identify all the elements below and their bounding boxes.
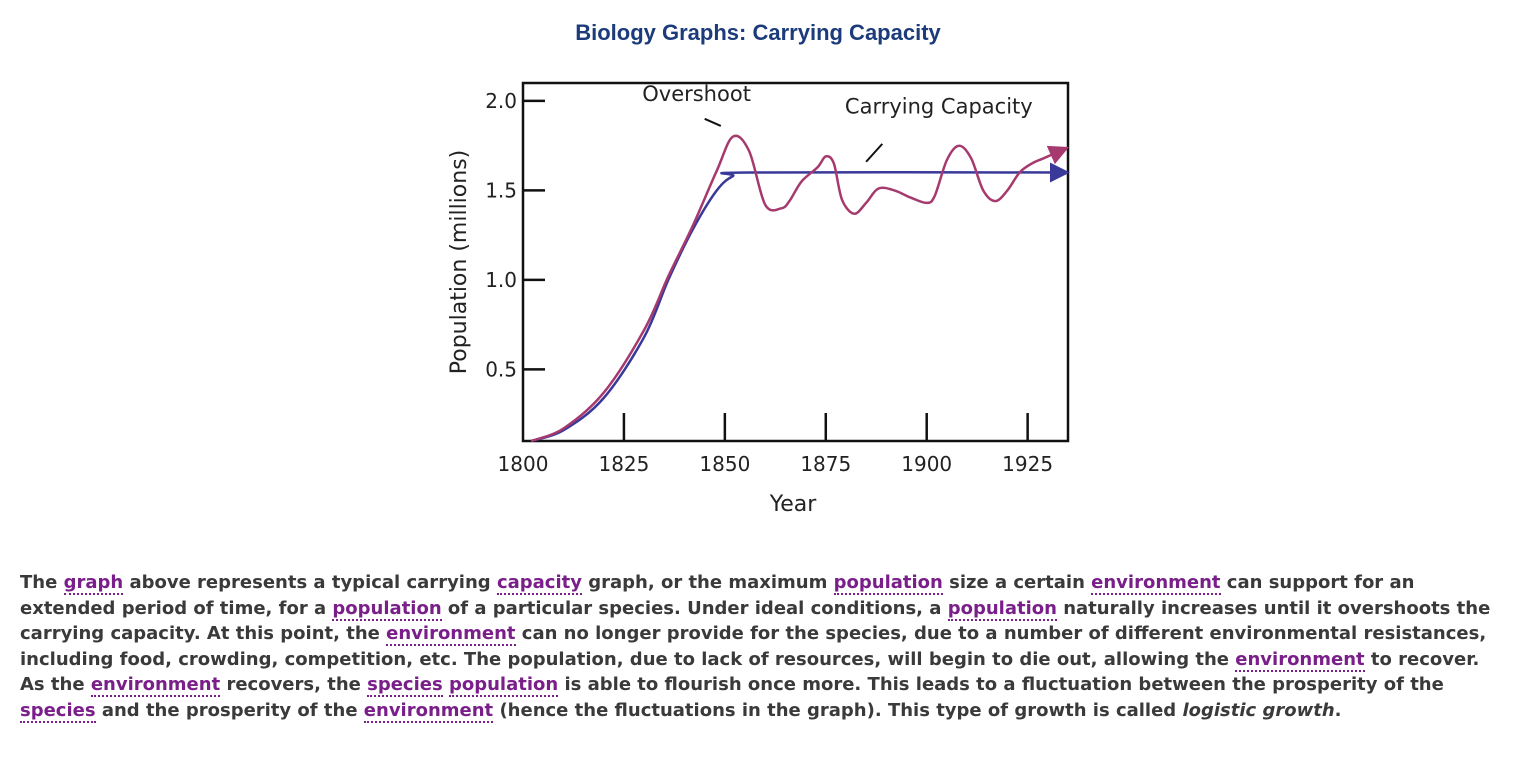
keyword-link-graph[interactable]: graph — [63, 572, 124, 595]
paragraph-text: graph, or the maximum — [581, 572, 834, 593]
x-axis-ticks: 1800 1825 1850 1875 1900 1925 — [498, 413, 1053, 476]
series-line-logistic — [530, 162, 1070, 443]
paragraph-text: of a particular species. Under ideal con… — [441, 597, 948, 619]
keyword-link-environment[interactable]: environment — [1235, 648, 1365, 672]
paragraph-text: recovers, the — [220, 674, 368, 695]
paragraph-text: and the prosperity of the — [95, 699, 364, 721]
keyword-link-population[interactable]: population — [448, 674, 559, 697]
y-axis-label: Population (millions) — [447, 150, 472, 375]
y-tick-label: 0.5 — [485, 357, 517, 381]
page-title: Biology Graphs: Carrying Capacity — [575, 20, 941, 45]
annotation-label: Carrying Capacity — [845, 94, 1033, 118]
paragraph-text: size a certain — [942, 572, 1092, 593]
keyword-link-environment[interactable]: environment — [1091, 572, 1221, 595]
paragraph-text: can support for an extended period of ti… — [20, 572, 1415, 619]
logistic-growth-term: logistic growth — [1182, 699, 1335, 721]
keyword-link-environment[interactable]: environment — [386, 623, 516, 646]
annotation-leader-line — [865, 143, 884, 163]
keyword-link-environment[interactable]: environment — [90, 674, 221, 697]
y-axis-ticks: 0.5 1.0 1.5 2.0 — [485, 89, 545, 381]
keyword-link-species[interactable]: species — [20, 699, 96, 723]
annotation-label: Overshoot — [642, 82, 751, 106]
paragraph-text: (hence the fluctuations in the graph). T… — [493, 699, 1183, 721]
keyword-link-species[interactable]: species — [367, 674, 443, 697]
series-line-actual — [530, 134, 1070, 443]
x-tick-label: 1875 — [800, 452, 851, 476]
x-tick-label: 1825 — [598, 452, 649, 476]
paragraph-text: can no longer provide for the species, d… — [20, 623, 1487, 670]
keyword-link-population[interactable]: population — [833, 572, 943, 595]
keyword-link-population[interactable]: population — [332, 597, 442, 621]
x-tick-label: 1850 — [699, 452, 750, 476]
paragraph-text: . — [1334, 699, 1342, 721]
x-tick-label: 1900 — [901, 452, 952, 476]
plot-frame — [521, 81, 1070, 443]
x-tick-label: 1925 — [1002, 452, 1053, 476]
y-tick-label: 1.5 — [485, 178, 517, 202]
paragraph-text: naturally increases until it overshoots … — [20, 597, 1491, 645]
y-tick-label: 2.0 — [485, 89, 517, 113]
paragraph-text: above represents a typical carrying — [123, 572, 497, 593]
annotation-leader-line — [704, 117, 722, 127]
paragraph-text: is able to flourish once more. This lead… — [558, 674, 1444, 695]
annotations: Overshoot Carrying Capacity — [642, 82, 1033, 163]
paragraph-text: to recover. As the — [20, 648, 1480, 696]
keyword-link-capacity[interactable]: capacity — [496, 572, 582, 595]
description-paragraph: The graph above represents a typical car… — [20, 570, 1500, 723]
carrying-capacity-chart: 0.5 1.0 1.5 2.0 1800 1825 1850 1875 1900 1925 Ov… — [447, 81, 1070, 517]
paragraph-text: The — [20, 572, 64, 593]
y-tick-label: 1.0 — [485, 268, 517, 292]
keyword-link-population[interactable]: population — [947, 597, 1057, 621]
x-tick-label: 1800 — [498, 452, 549, 476]
x-axis-label: Year — [769, 492, 818, 517]
keyword-link-environment[interactable]: environment — [363, 699, 494, 723]
